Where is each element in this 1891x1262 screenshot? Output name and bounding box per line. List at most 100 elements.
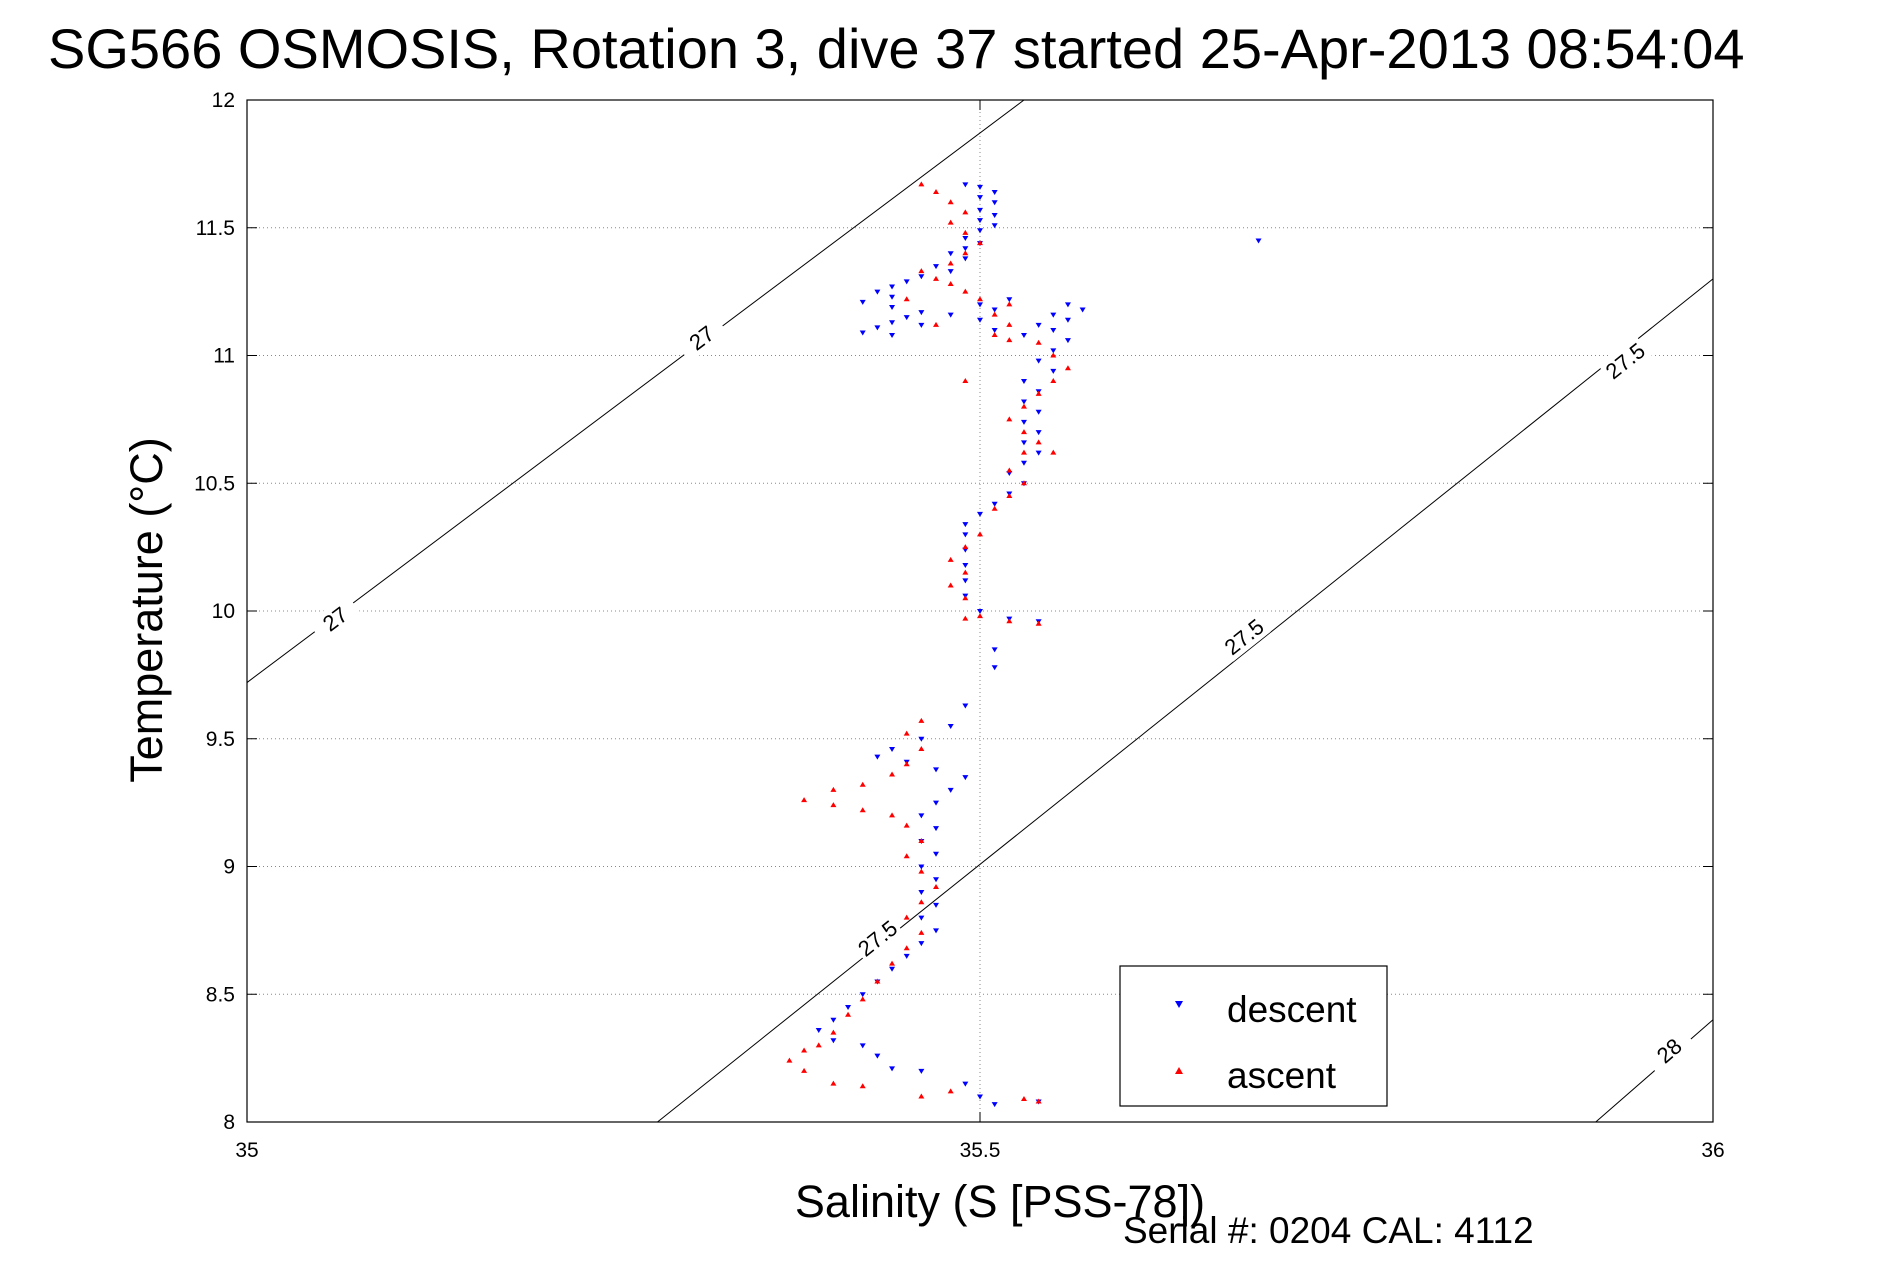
y-tick-label: 8.5 — [206, 983, 235, 1006]
descent-point — [1079, 307, 1086, 313]
descent-point — [947, 251, 954, 257]
ascent-point — [859, 1083, 866, 1089]
descent-point — [962, 246, 969, 252]
ascent-point — [962, 288, 969, 294]
descent-point — [962, 578, 969, 584]
ascent-point — [962, 250, 969, 256]
descent-point — [991, 1102, 998, 1108]
descent-point — [991, 501, 998, 507]
descent-point — [1020, 333, 1027, 339]
ascent-point — [947, 280, 954, 286]
ascent-point — [889, 960, 896, 966]
ascent-point — [801, 1067, 808, 1073]
descent-point — [1050, 368, 1057, 374]
ascent-point — [962, 378, 969, 384]
descent-point — [991, 212, 998, 218]
descent-point — [977, 207, 983, 213]
density-contour-line — [246, 99, 1025, 683]
ascent-point — [933, 275, 940, 281]
descent-point — [1020, 460, 1027, 466]
ascent-point — [918, 929, 925, 935]
descent-point — [947, 723, 954, 729]
ascent-point — [903, 761, 910, 767]
x-tick-label: 35.5 — [960, 1139, 1001, 1162]
ascent-point — [1050, 449, 1057, 455]
descent-point — [991, 223, 998, 229]
descent-point — [874, 325, 881, 331]
ascent-point — [859, 807, 866, 813]
descent-point — [889, 333, 896, 339]
y-tick-label: 9.5 — [206, 728, 235, 751]
ascent-point — [830, 802, 837, 808]
descent-point — [962, 703, 969, 709]
ascent-point — [1020, 403, 1027, 409]
descent-point — [1050, 348, 1057, 354]
contour-label-bg — [674, 312, 729, 363]
descent-point — [918, 1068, 925, 1074]
ascent-point — [903, 730, 910, 736]
density-contour-line — [657, 278, 1714, 1123]
descent-point — [874, 289, 881, 295]
ascent-point — [845, 1011, 852, 1017]
legend-descent-label: descent — [1227, 989, 1357, 1030]
legend: descent ascent — [1119, 965, 1388, 1107]
legend-ascent-label: ascent — [1227, 1055, 1337, 1096]
ascent-point — [947, 582, 954, 588]
descent-point — [977, 218, 983, 224]
ascent-point — [918, 1093, 925, 1099]
descent-point — [962, 563, 969, 569]
ascent-point — [977, 296, 983, 302]
ascent-point — [801, 1047, 808, 1053]
contour-label-bg — [850, 912, 905, 964]
descent-point — [1020, 419, 1027, 425]
ascent-point — [933, 883, 940, 889]
descent-point — [991, 647, 998, 653]
ascent-point — [947, 199, 954, 205]
ascent-point — [962, 229, 969, 235]
descent-point — [991, 327, 998, 333]
ascent-point — [874, 978, 881, 984]
ascent-point — [1035, 339, 1042, 345]
descent-point — [991, 189, 998, 195]
ascent-point — [962, 615, 969, 621]
density-contour-line — [1595, 1019, 1714, 1123]
ascent-point — [786, 1057, 793, 1063]
ascent-point — [1020, 449, 1027, 455]
descent-point — [903, 953, 910, 959]
descent-point — [977, 511, 983, 517]
descent-point — [947, 269, 954, 275]
ascent-point — [977, 240, 983, 246]
descent-point — [962, 522, 969, 528]
ascent-point — [1020, 429, 1027, 435]
descent-point — [1020, 379, 1027, 385]
descent-point — [991, 200, 998, 206]
descent-point — [977, 609, 983, 614]
descent-point — [918, 736, 925, 742]
descent-point — [889, 294, 896, 300]
ascent-point — [903, 914, 910, 920]
ascent-point — [977, 613, 983, 619]
ascent-point — [815, 1042, 822, 1048]
descent-point — [962, 182, 969, 188]
y-tick-label: 12 — [212, 89, 235, 112]
ascent-point — [903, 296, 910, 302]
descent-point — [918, 890, 925, 896]
contour-label-bg — [1217, 611, 1271, 662]
ascent-point — [933, 188, 940, 194]
descent-point — [1255, 238, 1262, 244]
descent-point — [918, 322, 925, 328]
descent-point — [933, 902, 940, 908]
ascent-point — [889, 771, 896, 777]
contour-label-bg — [1598, 335, 1652, 386]
legend-descent-marker — [1175, 1001, 1183, 1008]
ascent-point — [1050, 352, 1057, 358]
descent-point — [962, 532, 969, 538]
descent-point — [859, 299, 866, 305]
ascent-point — [1006, 301, 1013, 307]
ascent-point — [1006, 493, 1013, 499]
contour-label-bg — [1642, 1024, 1696, 1077]
descent-point — [830, 1038, 837, 1044]
ascent-point — [991, 332, 998, 338]
descent-point — [933, 767, 940, 773]
ascent-point — [947, 260, 954, 266]
